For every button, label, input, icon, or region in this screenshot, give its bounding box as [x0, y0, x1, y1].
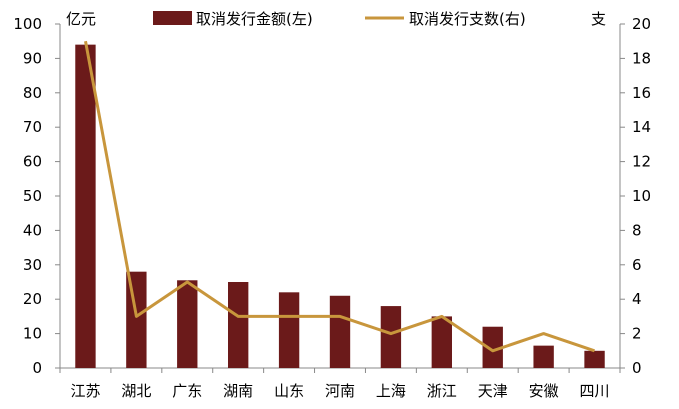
category-label: 江苏 — [70, 382, 100, 400]
legend-bar-label: 取消发行金额(左) — [196, 10, 313, 28]
bar — [75, 44, 96, 368]
left-tick-label: 0 — [32, 359, 42, 377]
category-label: 湖南 — [223, 382, 253, 400]
left-tick-label: 70 — [23, 118, 42, 136]
bar — [584, 350, 605, 368]
right-tick-label: 2 — [632, 325, 642, 343]
right-tick-label: 4 — [632, 290, 642, 308]
legend: 取消发行金额(左) 取消发行支数(右) — [153, 10, 526, 28]
category-label: 湖北 — [121, 382, 151, 400]
left-tick-label: 100 — [13, 15, 42, 33]
legend-bar-swatch — [153, 11, 192, 25]
category-label: 上海 — [376, 382, 406, 400]
bar — [126, 271, 147, 368]
category-label: 河南 — [325, 382, 355, 400]
right-tick-label: 10 — [632, 187, 651, 205]
right-tick-label: 14 — [632, 118, 651, 136]
bar — [329, 295, 351, 368]
left-axis-unit: 亿元 — [66, 10, 96, 28]
bar — [380, 306, 402, 368]
bar — [431, 316, 452, 368]
bar — [278, 292, 300, 368]
left-tick-label: 40 — [23, 221, 42, 239]
left-tick-label: 30 — [23, 256, 42, 274]
left-tick-label: 90 — [23, 49, 42, 67]
left-tick-label: 60 — [23, 153, 42, 171]
left-tick-label: 50 — [23, 187, 42, 205]
category-label: 安徽 — [529, 382, 559, 400]
right-tick-label: 0 — [632, 359, 642, 377]
bar — [482, 326, 503, 368]
bars-layer — [75, 44, 605, 368]
right-tick-label: 16 — [632, 84, 651, 102]
right-tick-label: 18 — [632, 49, 651, 67]
labels-layer: 0 10 20 30 40 50 60 70 80 90 100 0 2 4 6 8 10 12 14 16 18 20 江… — [13, 10, 651, 400]
left-tick-label: 80 — [23, 84, 42, 102]
category-label: 广东 — [172, 382, 202, 400]
category-label: 四川 — [580, 382, 610, 400]
right-tick-label: 20 — [632, 15, 651, 33]
left-tick-label: 20 — [23, 290, 42, 308]
bar — [177, 280, 198, 368]
legend-line-label: 取消发行支数(右) — [409, 10, 526, 28]
right-tick-label: 8 — [632, 221, 642, 239]
right-tick-label: 12 — [632, 153, 651, 171]
category-label: 浙江 — [427, 382, 457, 400]
right-axis-unit: 支 — [591, 10, 606, 28]
left-tick-label: 10 — [23, 325, 42, 343]
right-tick-label: 6 — [632, 256, 642, 274]
category-label: 山东 — [274, 382, 304, 400]
bar — [533, 345, 554, 368]
bar — [228, 282, 249, 368]
category-label: 天津 — [478, 382, 508, 400]
line-layer — [84, 40, 595, 353]
